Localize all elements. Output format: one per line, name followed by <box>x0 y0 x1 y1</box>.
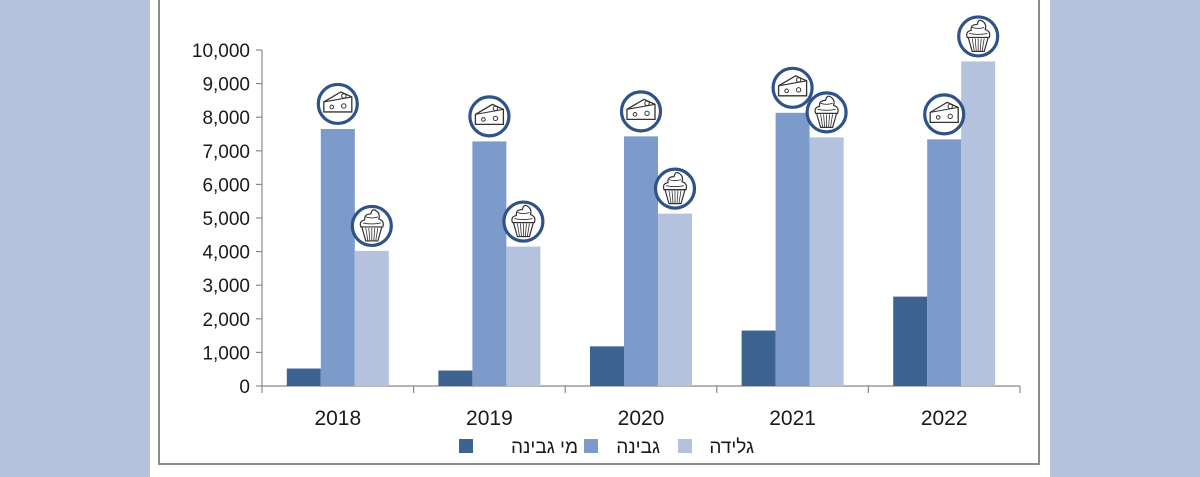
cheese-icon <box>771 66 814 109</box>
bar-2022-series-1 <box>927 139 962 386</box>
cheese-icon <box>619 90 663 133</box>
bar-2018-series-0 <box>286 368 321 386</box>
bar-2021-series-2 <box>809 137 844 386</box>
x-tick-label: 2020 <box>618 407 665 430</box>
legend-item-0: מי גבינה <box>459 437 578 458</box>
legend-item-2: גלידה <box>678 437 754 458</box>
bar-2019-series-2 <box>506 246 541 386</box>
legend-label: גלידה <box>709 437 754 458</box>
bar-2018-series-2 <box>354 250 389 386</box>
cheese-icon <box>316 82 359 126</box>
ice-cream-icon <box>957 15 1000 58</box>
ice-cream-icon <box>805 91 848 134</box>
chart-panel <box>150 0 1050 477</box>
y-tick-label: 5,000 <box>202 209 250 230</box>
legend-swatch <box>584 439 598 453</box>
x-tick-label: 2019 <box>466 407 513 430</box>
bar-2019-series-1 <box>472 141 507 386</box>
cheese-icon <box>923 93 966 136</box>
bar-2022-series-0 <box>893 296 928 386</box>
y-tick-label: 7,000 <box>202 142 250 163</box>
y-tick-label: 0 <box>239 377 250 398</box>
legend-label: גבינה <box>616 437 660 458</box>
bar-2021-series-0 <box>741 330 776 386</box>
x-tick-label: 2022 <box>921 407 968 430</box>
bar-2020-series-2 <box>658 213 692 386</box>
bar-2019-series-0 <box>438 370 473 386</box>
bar-2020-series-0 <box>590 346 624 386</box>
ice-cream-icon <box>653 167 697 210</box>
x-tick-label: 2021 <box>769 407 816 430</box>
bar-2018-series-1 <box>320 128 355 386</box>
x-tick-label: 2018 <box>314 407 361 430</box>
y-tick-label: 6,000 <box>202 175 250 196</box>
y-tick-label: 4,000 <box>202 243 250 264</box>
y-tick-label: 8,000 <box>202 108 250 129</box>
legend-swatch <box>459 439 473 453</box>
ice-cream-icon <box>502 200 545 243</box>
chart-frame <box>158 0 1040 465</box>
y-tick-label: 2,000 <box>202 310 250 331</box>
legend-item-1: גבינה <box>584 437 660 458</box>
ice-cream-icon <box>350 204 393 248</box>
y-tick-label: 3,000 <box>202 276 250 297</box>
bar-2020-series-1 <box>624 136 658 386</box>
y-tick-label: 10,000 <box>192 41 250 62</box>
y-tick-label: 1,000 <box>202 343 250 364</box>
y-tick-label: 9,000 <box>202 75 250 96</box>
legend-label: מי גבינה <box>511 437 578 458</box>
legend-swatch <box>678 439 692 453</box>
bar-2022-series-2 <box>961 61 996 386</box>
cheese-icon <box>468 95 511 138</box>
bar-2021-series-1 <box>775 112 810 386</box>
